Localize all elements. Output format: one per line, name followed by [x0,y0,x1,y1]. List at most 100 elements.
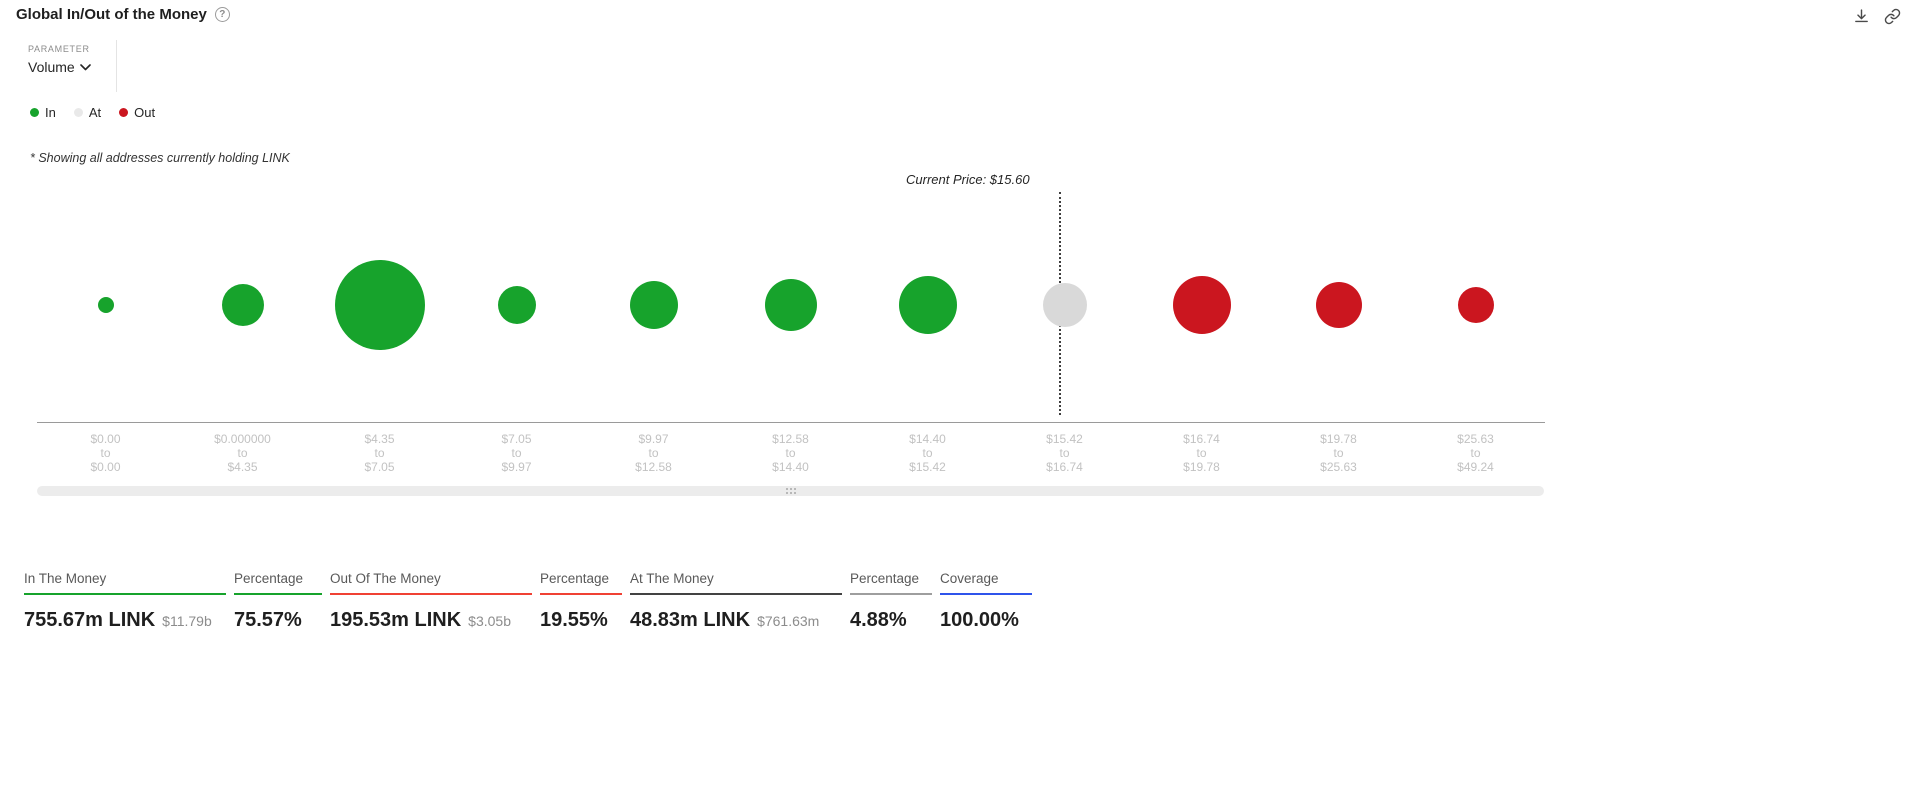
axis-tick: $14.40 to $15.42 [859,432,996,474]
bubble-column [1270,192,1407,418]
tick-from: $7.05 [501,432,532,446]
bubble[interactable] [1457,287,1494,323]
chart-note: * Showing all addresses currently holdin… [30,151,290,165]
stat-value-row: 75.57% [234,609,322,632]
stat-value-row: 19.55% [540,609,622,632]
bubble[interactable] [898,276,957,334]
legend-item[interactable]: Out [119,105,155,120]
tick-separator: to [100,446,111,460]
global-in-out-money-widget: Global In/Out of the Money ? PARAMETER V… [0,0,1919,632]
bubble[interactable] [334,260,425,350]
tick-to: $9.97 [501,460,532,474]
tick-to: $25.63 [1320,460,1357,474]
tick-to: $14.40 [772,460,809,474]
tick-separator: to [785,446,796,460]
bubble-column [37,192,174,418]
tick-to: $12.58 [635,460,672,474]
tick-to: $0.00 [90,460,121,474]
bubble-chart: Current Price: $15.60 $0.00 to $0.00 $0.… [0,172,1919,517]
chevron-down-icon [79,63,91,71]
tick-to: $16.74 [1046,460,1083,474]
stat-value: 755.67m LINK [24,609,156,631]
legend-label: In [45,105,56,120]
axis-tick: $19.78 to $25.63 [1270,432,1407,474]
bubble-column [174,192,311,418]
bubble-column [1133,192,1270,418]
stat-value-row: 755.67m LINK $11.79b [24,609,226,632]
tick-from: $25.63 [1457,432,1494,446]
axis-tick: $7.05 to $9.97 [448,432,585,474]
tick-from: $15.42 [1046,432,1083,446]
legend-dot-icon [30,108,39,117]
tick-separator: to [374,446,385,460]
tick-from: $4.35 [364,432,395,446]
stat-value: 19.55% [540,609,608,631]
bubble[interactable] [629,281,678,329]
download-icon[interactable] [1853,8,1870,25]
stat-column: Percentage 4.88% [850,571,932,632]
tick-to: $7.05 [364,460,395,474]
axis-tick: $12.58 to $14.40 [722,432,859,474]
legend-item[interactable]: In [30,105,56,120]
bubble[interactable] [764,279,817,331]
stat-column: Percentage 19.55% [540,571,622,632]
axis-label-row: $0.00 to $0.00 $0.000000 to $4.35 $4.35 … [37,432,1544,474]
tick-from: $0.00 [90,432,121,446]
tick-from: $19.78 [1320,432,1357,446]
chart-horizontal-scrollbar[interactable] [37,486,1544,496]
tick-separator: to [1059,446,1070,460]
stat-subvalue: $3.05b [468,613,511,629]
stat-value: 4.88% [850,609,907,631]
parameter-dropdown[interactable]: Volume [28,59,116,75]
bubble[interactable] [221,284,264,326]
tick-separator: to [511,446,522,460]
tick-to: $4.35 [227,460,258,474]
legend: In At Out [0,92,1919,120]
axis-tick: $4.35 to $7.05 [311,432,448,474]
parameter-section: PARAMETER Volume [0,40,1919,92]
legend-item[interactable]: At [73,105,102,120]
help-icon[interactable]: ? [214,7,230,22]
bubble[interactable] [1315,282,1362,328]
legend-label: At [88,105,102,120]
bubble-column [311,192,448,418]
tick-to: $49.24 [1457,460,1494,474]
stat-label: In The Money [24,571,226,595]
stat-value: 75.57% [234,609,302,631]
stat-value: 100.00% [940,609,1019,631]
stat-column: Out Of The Money 195.53m LINK $3.05b [330,571,532,632]
bubble[interactable] [497,286,536,324]
share-link-icon[interactable] [1884,8,1901,25]
stat-column: Percentage 75.57% [234,571,322,632]
axis-tick: $9.97 to $12.58 [585,432,722,474]
bubble-column [859,192,996,418]
legend-dot-icon [119,108,129,117]
bubble-column [722,192,859,418]
stat-label: At The Money [630,571,842,595]
legend-dot-icon [73,108,83,117]
stat-label: Coverage [940,571,1032,595]
widget-header: Global In/Out of the Money ? [0,0,1919,40]
tick-to: $19.78 [1183,460,1220,474]
axis-tick: $25.63 to $49.24 [1407,432,1544,474]
title-wrap: Global In/Out of the Money ? [16,6,230,23]
bubble[interactable] [97,297,114,313]
axis-tick: $0.000000 to $4.35 [174,432,311,474]
tick-to: $15.42 [909,460,946,474]
bubble-column [448,192,585,418]
parameter-value: Volume [28,59,75,75]
tick-from: $16.74 [1183,432,1220,446]
bubble-row [37,192,1544,418]
bubble[interactable] [1172,276,1231,334]
bubble-column [996,192,1133,418]
stat-value-row: 195.53m LINK $3.05b [330,609,532,632]
stat-value-row: 100.00% [940,609,1032,632]
tick-from: $12.58 [772,432,809,446]
widget-title: Global In/Out of the Money [16,6,207,23]
parameter-label: PARAMETER [28,44,90,54]
parameter-box: PARAMETER Volume [0,40,117,92]
current-price-label: Current Price: $15.60 [906,172,1030,187]
bubble[interactable] [1042,283,1087,327]
scrollbar-grip-icon [785,488,796,494]
stat-label: Percentage [234,571,322,595]
